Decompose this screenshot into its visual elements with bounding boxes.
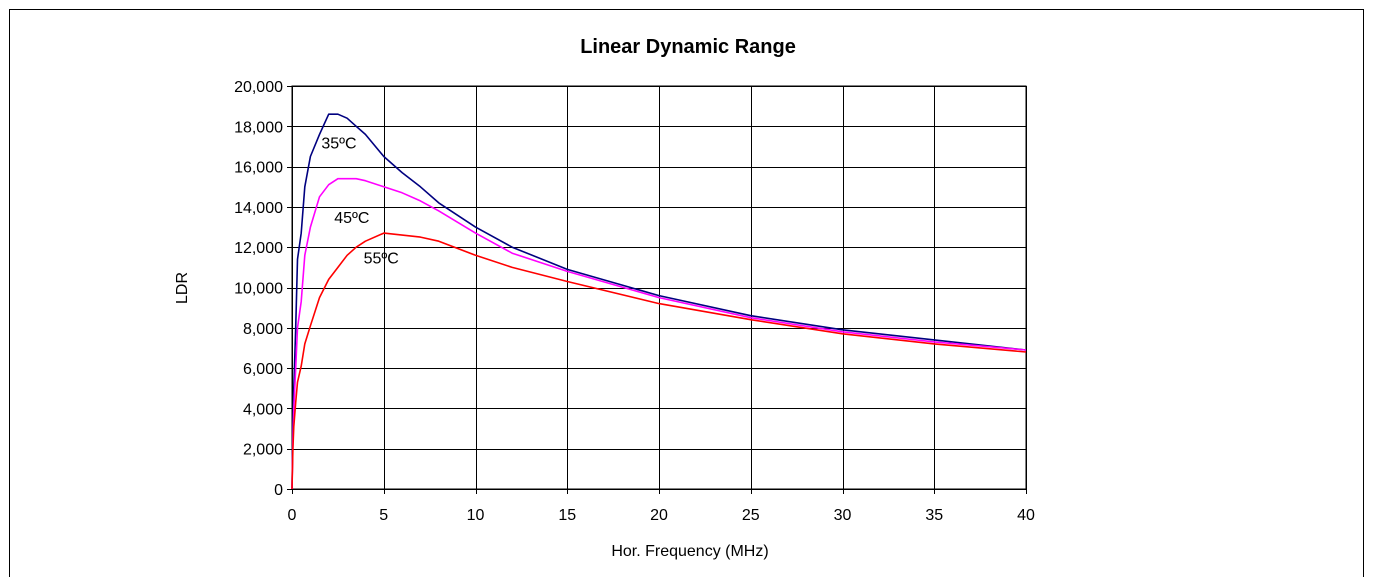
series-line-3	[291, 232, 1027, 490]
series-annotation: 45ºC	[334, 210, 369, 227]
x-axis-label: Hor. Frequency (MHz)	[611, 543, 768, 560]
x-tick-labels: 0 5 10 15 20 25 30 35 40	[288, 489, 1035, 524]
series-line-1	[291, 113, 1027, 490]
y-tick-label: 10,000	[234, 281, 283, 298]
grid-lines	[292, 86, 1027, 490]
x-tick-label: 40	[1017, 507, 1035, 524]
y-tick-label: 20,000	[234, 79, 283, 96]
series-annotation: 35ºC	[321, 135, 356, 152]
y-tick-label: 12,000	[234, 240, 283, 257]
series-lines	[291, 113, 1027, 490]
x-tick-label: 5	[379, 507, 388, 524]
y-axis-label: LDR	[174, 272, 191, 304]
y-tick-label: 14,000	[234, 200, 283, 217]
y-tick-label: 8,000	[243, 321, 283, 338]
chart-border	[9, 9, 1364, 577]
series-annotations: 35ºC 45ºC 55ºC	[321, 135, 398, 267]
x-tick-label: 15	[558, 507, 576, 524]
y-tick-label: 4,000	[243, 401, 283, 418]
chart-title: Linear Dynamic Range	[580, 36, 796, 58]
series-line-2	[291, 177, 1027, 490]
x-tick-label: 0	[288, 507, 297, 524]
y-tick-label: 2,000	[243, 442, 283, 459]
y-tick-label: 16,000	[234, 160, 283, 177]
x-tick-label: 35	[925, 507, 943, 524]
y-tick-label: 6,000	[243, 361, 283, 378]
series-annotation: 55ºC	[364, 250, 399, 267]
y-tick-label: 18,000	[234, 119, 283, 136]
x-tick-label: 10	[467, 507, 485, 524]
x-tick-label: 20	[650, 507, 668, 524]
y-tick-labels: 0 2,000 4,000 6,000 8,000 10,000 12,000 14,000 1…	[234, 79, 292, 499]
x-tick-label: 30	[834, 507, 852, 524]
x-tick-label: 25	[742, 507, 760, 524]
y-tick-label: 0	[274, 482, 283, 499]
